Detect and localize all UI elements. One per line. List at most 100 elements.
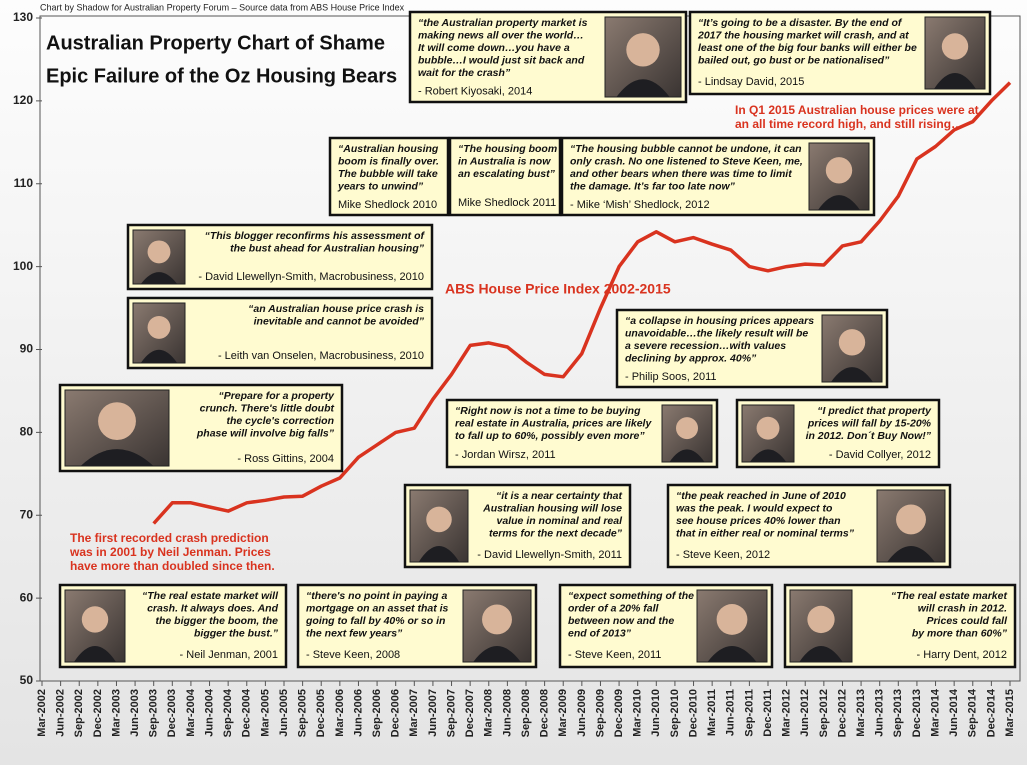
quote-text: order of a 20% fall <box>568 602 660 614</box>
quote-source: - Jordan Wirsz, 2011 <box>455 449 556 461</box>
y-tick-label: 120 <box>13 93 33 107</box>
x-tick-label: Mar-2006 <box>334 689 346 737</box>
chart-title: Australian Property Chart of Shame <box>46 32 385 54</box>
y-tick-label: 110 <box>14 176 34 190</box>
quote-text: and other bears when there was time to l… <box>570 168 792 180</box>
quote-text: bubble…I would just sit back and <box>418 54 585 66</box>
photo-face <box>896 504 926 535</box>
quote-text: an escalating bust” <box>458 168 556 180</box>
quote-source: - Ross Gittins, 2004 <box>237 453 334 465</box>
photo-body <box>707 646 757 662</box>
quote-source: - Lindsay David, 2015 <box>698 76 804 88</box>
quote-box: “an Australian house price crash isinevi… <box>126 296 434 370</box>
quote-text: in Australia is now <box>458 155 551 167</box>
photo-face <box>807 605 835 634</box>
quote-text: bailed out, go bust or be nationalised” <box>698 54 890 66</box>
x-tick-label: Dec-2013 <box>911 689 923 737</box>
quote-text: “The housing bubble cannot be undone, it… <box>570 143 802 155</box>
photo-body <box>473 646 521 662</box>
y-tick-label: 50 <box>20 673 34 687</box>
quote-text: making news all over the world… <box>418 29 584 41</box>
quote-text: the cycle's correction <box>226 415 334 427</box>
quote-text: between now and the <box>568 615 674 627</box>
quote-text: “The real estate market <box>891 590 1008 602</box>
series-label: ABS House Price Index 2002-2015 <box>445 281 671 297</box>
x-tick-label: Sep-2012 <box>818 689 830 737</box>
quote-source: - Mike ‘Mish’ Shedlock, 2012 <box>570 199 710 211</box>
photo-body <box>669 449 705 462</box>
x-tick-label: Dec-2011 <box>762 689 774 737</box>
quote-box: “the Australian property market ismaking… <box>408 10 688 104</box>
photo-face <box>825 157 853 184</box>
photo-face <box>838 329 866 356</box>
photo-face <box>426 506 452 533</box>
quote-text: “Prepare for a property <box>218 390 335 402</box>
photo-body <box>799 646 843 662</box>
quote-text: “the peak reached in June of 2010 <box>676 490 846 502</box>
x-tick-label: Sep-2010 <box>669 689 681 737</box>
quote-text: “an Australian house price crash is <box>248 303 424 315</box>
quote-box: “It’s going to be a disaster. By the end… <box>688 10 992 96</box>
y-tick-label: 60 <box>20 590 34 604</box>
chart-subtitle: Epic Failure of the Oz Housing Bears <box>46 65 397 87</box>
quote-text: to fall up to 60%, possibly even more” <box>455 430 645 442</box>
quote-text: bigger the bust.” <box>194 627 279 639</box>
x-tick-label: Jun-2009 <box>576 689 588 737</box>
quote-text: real estate in Australia, prices are lik… <box>455 417 652 429</box>
quote-text: 2017 the housing market will crash, and … <box>697 29 909 41</box>
quote-text: “the Australian property market is <box>418 17 588 29</box>
x-tick-label: Mar-2009 <box>557 689 569 737</box>
x-tick-label: Dec-2014 <box>985 688 997 737</box>
quote-box: “a collapse in housing prices appearsuna… <box>615 308 889 389</box>
x-tick-label: Jun-2003 <box>129 689 141 737</box>
x-tick-label: Dec-2008 <box>539 689 551 737</box>
x-tick-label: Jun-2013 <box>874 689 886 737</box>
x-tick-label: Sep-2014 <box>967 688 979 737</box>
quote-frame <box>328 136 450 217</box>
quote-box: “The housing bubble cannot be undone, it… <box>560 136 876 217</box>
quote-text: unavoidable…the likely result will be <box>625 327 808 339</box>
x-tick-label: Sep-2003 <box>148 689 160 737</box>
x-tick-label: Sep-2011 <box>743 689 755 737</box>
quote-text: boom is finally over. <box>338 155 439 167</box>
x-tick-label: Dec-2009 <box>613 689 625 737</box>
quote-source: - David Llewellyn-Smith, Macrobusiness, … <box>198 271 424 283</box>
quote-text: least one of the big four banks will eit… <box>698 42 917 54</box>
photo-body <box>418 546 460 562</box>
x-tick-label: Jun-2010 <box>650 689 662 737</box>
x-tick-label: Dec-2002 <box>92 689 104 737</box>
x-tick-label: Mar-2015 <box>1004 689 1016 737</box>
x-tick-label: Mar-2012 <box>781 689 793 737</box>
quote-source: Mike Shedlock 2011 <box>458 197 556 209</box>
quote-text: crash. It always does. And <box>147 602 278 614</box>
x-tick-label: Sep-2004 <box>222 688 234 737</box>
quote-source: - Leith van Onselen, Macrobusiness, 2010 <box>218 350 424 362</box>
x-tick-label: Sep-2009 <box>594 689 606 737</box>
x-tick-label: Sep-2007 <box>445 689 457 737</box>
quote-text: going to fall by 40% or so in <box>305 615 445 627</box>
photo-body <box>887 546 935 562</box>
x-tick-label: Sep-2002 <box>73 689 85 737</box>
quote-source: - Steve Keen, 2008 <box>306 649 400 661</box>
x-tick-label: Jun-2006 <box>352 689 364 737</box>
quote-text: in 2012. Don´t Buy Now!” <box>806 430 932 442</box>
note-text: was in 2001 by Neil Jenman. Prices <box>69 545 271 559</box>
quote-text: The bubble will take <box>338 168 438 180</box>
quote-text: the bigger the boom, the <box>156 615 279 627</box>
photo-face <box>482 604 512 635</box>
y-tick-label: 70 <box>20 507 34 521</box>
y-tick-label: 90 <box>20 342 34 356</box>
x-tick-label: Mar-2005 <box>259 689 271 737</box>
quote-text: “The housing boom <box>458 143 557 155</box>
x-tick-label: Mar-2008 <box>483 689 495 737</box>
quote-text: Prices could fall <box>926 615 1008 627</box>
x-tick-label: Mar-2013 <box>855 689 867 737</box>
photo-body <box>616 79 670 97</box>
note-text: In Q1 2015 Australian house prices were … <box>735 103 979 117</box>
